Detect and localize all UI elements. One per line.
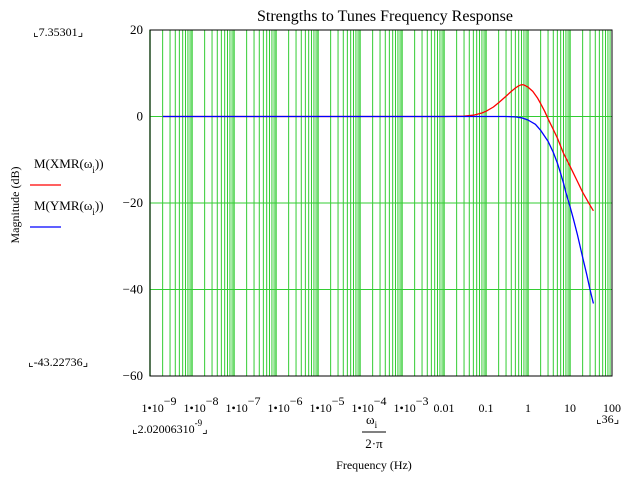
- y-tick-label: −60: [123, 368, 143, 383]
- series-line-ymr: [162, 115, 595, 304]
- x-tick-label: 1•10−3: [394, 394, 429, 415]
- x-tick-label: 0.01: [434, 401, 455, 415]
- y-max-marker: ⌞7.35301⌟: [33, 25, 83, 39]
- x-tick-label: 10: [564, 401, 576, 415]
- chart-title: Strengths to Tunes Frequency Response: [257, 8, 513, 25]
- x-tick-label: 100: [603, 401, 621, 415]
- x-max-marker: ⌞36⌟: [596, 412, 619, 426]
- legend: M(XMR(ωi)) M(YMR(ωi)): [30, 156, 104, 228]
- x-tick-label: 1•10−7: [226, 394, 261, 415]
- x-tick-label: 0.1: [479, 401, 494, 415]
- x-tick-label: 1•10−4: [352, 394, 387, 415]
- legend-label-xmr: M(XMR(ωi)): [34, 156, 104, 175]
- x-tick-label: 1•10−8: [184, 394, 219, 415]
- y-tick-label: 0: [137, 109, 144, 124]
- grid: [149, 29, 612, 377]
- x-tick-label: 1•10−5: [310, 394, 345, 415]
- x-expr-denominator: 2·π: [365, 436, 383, 451]
- y-axis-label: Magnitude (dB): [8, 167, 22, 244]
- y-tick-label: 20: [130, 22, 143, 37]
- series-line-xmr: [162, 84, 594, 212]
- x-axis-label: Frequency (Hz): [336, 458, 412, 472]
- y-tick-labels: 20 0 −20 −40 −60: [123, 22, 143, 383]
- x-tick-label: 1•10−9: [142, 394, 177, 415]
- x-min-marker: ⌞2.02006310-9⌟: [132, 418, 208, 436]
- x-tick-labels: 1•10−9 1•10−8 1•10−7 1•10−6 1•10−5 1•10−4 1•10…: [142, 394, 621, 415]
- x-axis-expression: ωi 2·π: [362, 412, 386, 451]
- series-lines: [162, 84, 595, 304]
- x-tick-label: 1: [525, 401, 531, 415]
- legend-label-ymr: M(YMR(ωi)): [34, 198, 104, 217]
- y-tick-label: −40: [123, 282, 143, 297]
- y-tick-label: −20: [123, 195, 143, 210]
- plot-frame: [149, 29, 613, 377]
- y-min-marker: ⌞-43.22736⌟: [28, 355, 88, 369]
- x-expr-numerator: ωi: [366, 412, 378, 430]
- x-tick-label: 1•10−6: [268, 394, 303, 415]
